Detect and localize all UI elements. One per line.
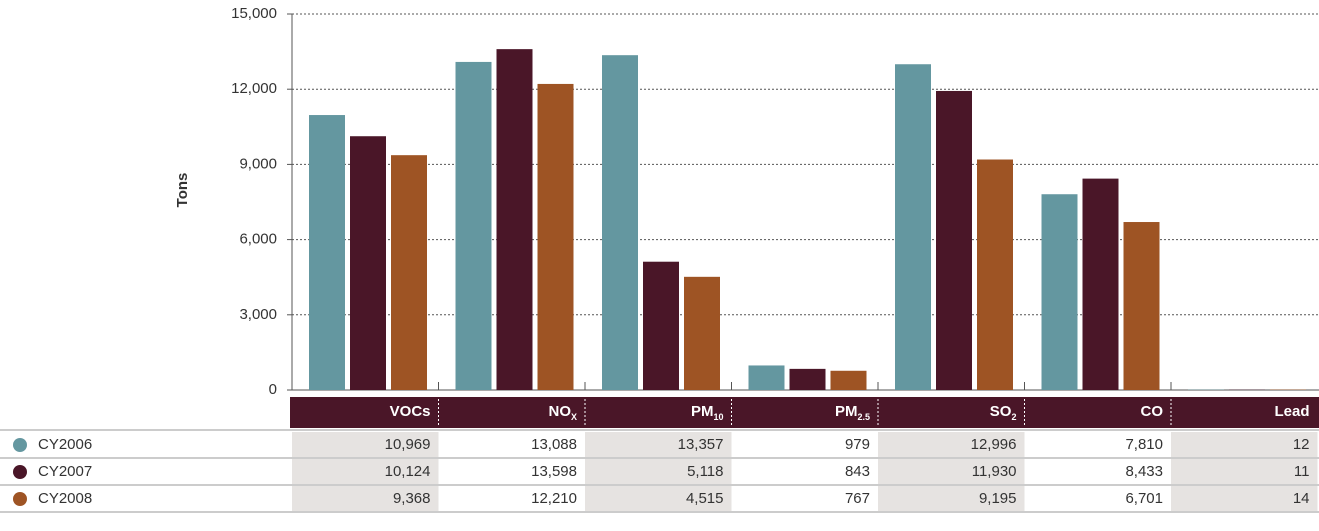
table-value: 11 <box>1294 463 1310 480</box>
table-value: 11,930 <box>972 463 1017 480</box>
cell-bg <box>1171 486 1318 511</box>
table-value: 9,368 <box>393 490 431 507</box>
table-value: 9,195 <box>979 490 1017 507</box>
bar <box>537 83 574 390</box>
cell-bg <box>1171 459 1318 484</box>
category-sub: 10 <box>713 412 723 422</box>
table-value: 767 <box>845 490 870 507</box>
legend-label: CY2008 <box>38 490 92 507</box>
y-tick-label: 12,000 <box>231 80 277 97</box>
category-main: SO <box>990 403 1012 420</box>
table-value: 12 <box>1293 436 1310 453</box>
category-sub: X <box>571 412 577 422</box>
category-main: PM <box>691 403 714 420</box>
bar <box>895 64 931 391</box>
x-tick-label: Lead <box>1274 403 1309 420</box>
table-value: 13,357 <box>678 436 724 453</box>
category-main: Lead <box>1274 403 1309 420</box>
x-tick-label: SO2 <box>990 403 1017 422</box>
table-value: 12,996 <box>971 436 1017 453</box>
table-value: 7,810 <box>1125 436 1163 453</box>
cell-bg <box>878 432 1025 457</box>
category-sub: 2 <box>1011 412 1016 422</box>
table-value: 14 <box>1293 490 1310 507</box>
cell-bg <box>585 432 732 457</box>
table-value: 979 <box>845 436 870 453</box>
bar <box>789 368 826 390</box>
cell-bg <box>878 459 1025 484</box>
category-main: PM <box>835 403 858 420</box>
legend-swatch <box>13 438 27 452</box>
bar <box>748 365 785 390</box>
x-tick-label: VOCs <box>390 403 431 420</box>
bar <box>643 261 679 390</box>
legend-swatch <box>13 492 27 506</box>
bar <box>684 276 720 390</box>
bar <box>496 49 533 391</box>
legend-swatch <box>13 465 27 479</box>
category-sub: 2.5 <box>857 412 870 422</box>
cell-bg <box>292 459 439 484</box>
y-tick-label: 6,000 <box>239 231 277 248</box>
bar <box>350 136 386 390</box>
table-value: 8,433 <box>1125 463 1163 480</box>
table-value: 6,701 <box>1125 490 1163 507</box>
table-value: 10,969 <box>385 436 431 453</box>
table-value: 13,088 <box>531 436 577 453</box>
table-value: 4,515 <box>686 490 724 507</box>
bar <box>977 159 1013 390</box>
legend-label: CY2006 <box>38 436 92 453</box>
table-value: 13,598 <box>531 463 577 480</box>
cell-bg <box>585 486 732 511</box>
cell-bg <box>585 459 732 484</box>
category-main: NO <box>548 403 571 420</box>
bar <box>830 370 867 390</box>
table-value: 10,124 <box>385 463 431 480</box>
category-main: VOCs <box>390 403 431 420</box>
x-tick-label: PM10 <box>691 403 724 422</box>
bar <box>309 115 345 390</box>
y-axis-label: Tons <box>174 173 191 208</box>
bar <box>391 155 427 390</box>
bar <box>1041 194 1078 390</box>
cell-bg <box>878 486 1025 511</box>
x-tick-label: NOX <box>548 403 577 422</box>
category-main: CO <box>1141 403 1164 420</box>
table-value: 843 <box>845 463 870 480</box>
cell-bg <box>292 486 439 511</box>
table-value: 5,118 <box>687 463 723 480</box>
cell-bg <box>1171 432 1318 457</box>
x-tick-label: CO <box>1141 403 1164 420</box>
table-header <box>290 397 1319 428</box>
bar <box>1123 222 1160 390</box>
bar <box>602 55 638 390</box>
table-value: 12,210 <box>531 490 577 507</box>
bar <box>1082 178 1119 390</box>
bar <box>455 61 492 391</box>
y-tick-label: 9,000 <box>239 155 277 172</box>
y-tick-label: 3,000 <box>239 306 277 323</box>
legend-label: CY2007 <box>38 463 92 480</box>
y-tick-label: 0 <box>269 381 277 398</box>
x-tick-label: PM2.5 <box>835 403 870 422</box>
cell-bg <box>292 432 439 457</box>
y-tick-label: 15,000 <box>231 5 277 22</box>
bar <box>936 90 972 391</box>
